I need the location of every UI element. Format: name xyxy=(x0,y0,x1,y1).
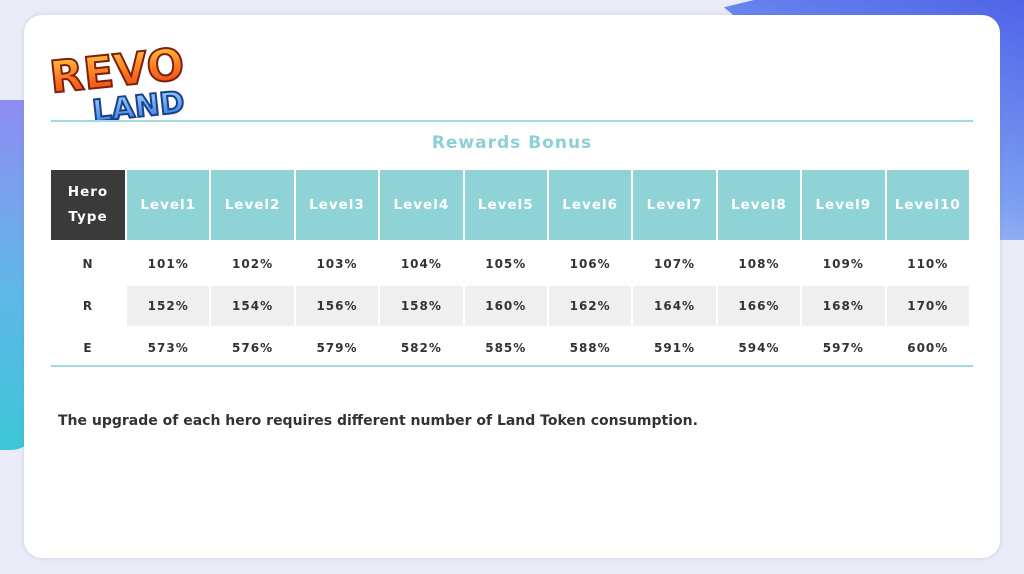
table-cell: 158% xyxy=(380,284,463,326)
slide-card: REVO LAND Rewards Bonus Hero Type Level1… xyxy=(24,15,1000,558)
table-cell: 103% xyxy=(295,242,379,284)
table-cell: 106% xyxy=(548,242,632,284)
table-cell: 170% xyxy=(886,284,969,326)
table-cell: 160% xyxy=(464,284,547,326)
table-cell: 576% xyxy=(211,326,294,368)
hero-type-header-line2: Type xyxy=(68,209,108,225)
upgrade-note: The upgrade of each hero requires differ… xyxy=(58,413,698,429)
top-divider xyxy=(51,120,973,122)
table-cell: 154% xyxy=(211,284,294,326)
table-cell: 594% xyxy=(717,326,801,368)
column-header-level3: Level3 xyxy=(295,170,379,242)
column-header-level5: Level5 xyxy=(464,170,547,242)
table-cell: 585% xyxy=(464,326,547,368)
column-header-level1: Level1 xyxy=(127,170,210,242)
table-header-row: Hero Type Level1 Level2 Level3 Level4 Le… xyxy=(51,170,969,242)
table-cell: 109% xyxy=(802,242,885,284)
hero-type-header-line1: Hero xyxy=(67,184,109,200)
table-row-e: E 573% 576% 579% 582% 585% 588% 591% 594… xyxy=(51,326,969,368)
table-cell: 582% xyxy=(380,326,463,368)
column-header-level6: Level6 xyxy=(548,170,632,242)
column-header-level10: Level10 xyxy=(886,170,969,242)
table-cell: 573% xyxy=(127,326,210,368)
column-header-level4: Level4 xyxy=(380,170,463,242)
column-header-level7: Level7 xyxy=(633,170,716,242)
row-header-e: E xyxy=(51,326,125,368)
table-cell: 162% xyxy=(548,284,632,326)
table-cell: 597% xyxy=(802,326,885,368)
table-cell: 168% xyxy=(802,284,885,326)
table-cell: 110% xyxy=(886,242,969,284)
rewards-bonus-table: Hero Type Level1 Level2 Level3 Level4 Le… xyxy=(49,170,971,368)
table-cell: 107% xyxy=(633,242,716,284)
table-row-n: N 101% 102% 103% 104% 105% 106% 107% 108… xyxy=(51,242,969,284)
table-cell: 166% xyxy=(717,284,801,326)
column-header-level9: Level9 xyxy=(802,170,885,242)
table-cell: 108% xyxy=(717,242,801,284)
column-header-level8: Level8 xyxy=(717,170,801,242)
table-cell: 588% xyxy=(548,326,632,368)
row-header-r: R xyxy=(51,284,125,326)
table-cell: 164% xyxy=(633,284,716,326)
column-header-level2: Level2 xyxy=(211,170,294,242)
table-cell: 152% xyxy=(127,284,210,326)
table-cell: 102% xyxy=(211,242,294,284)
table-row-r: R 152% 154% 156% 158% 160% 162% 164% 166… xyxy=(51,284,969,326)
table-cell: 591% xyxy=(633,326,716,368)
table-cell: 105% xyxy=(464,242,547,284)
table-title: Rewards Bonus xyxy=(431,133,593,153)
table-cell: 156% xyxy=(295,284,379,326)
table-cell: 101% xyxy=(127,242,210,284)
revo-land-logo: REVO LAND xyxy=(46,38,186,127)
hero-type-header: Hero Type xyxy=(51,170,125,242)
table-cell: 600% xyxy=(886,326,969,368)
table-cell: 579% xyxy=(295,326,379,368)
row-header-n: N xyxy=(51,242,125,284)
table-cell: 104% xyxy=(380,242,463,284)
bottom-divider xyxy=(51,365,973,367)
